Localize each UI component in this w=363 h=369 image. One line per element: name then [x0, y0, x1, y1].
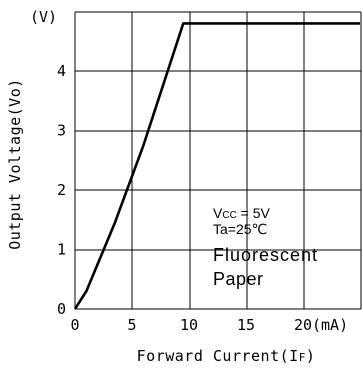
y-tick-label: 1: [57, 241, 66, 259]
ann-ta: Ta=25℃: [213, 221, 267, 237]
x-axis-title-main: Forward Current(I: [137, 347, 299, 365]
series-line: [73, 22, 360, 310]
x-axis-title-close: ): [306, 347, 316, 365]
x-tick-label: 10: [180, 316, 198, 334]
grid: [74, 11, 362, 310]
x-tick-labels: 0 5 10 15 20: [70, 316, 312, 334]
x-tick-label: 15: [237, 316, 255, 334]
ann-vcc: VCC = 5V: [213, 205, 271, 221]
y-tick-labels: 0 1 2 3 4: [57, 62, 66, 318]
y-tick-label: 3: [57, 122, 66, 140]
ann-fluorescent: Fluorescent: [213, 245, 318, 265]
y-tick-label: 4: [57, 62, 66, 80]
ann-vcc-rest: = 5V: [237, 205, 271, 221]
y-axis-title: Output Voltage(Vo): [6, 78, 24, 250]
y-tick-label: 2: [57, 181, 66, 199]
y-tick-label: 0: [57, 300, 66, 318]
x-axis-title: Forward Current(IF): [137, 347, 316, 365]
x-tick-label: 0: [70, 316, 79, 334]
ann-vcc-sub: CC: [222, 210, 236, 221]
x-unit: (mA): [312, 316, 348, 334]
x-axis-title-sub: F: [299, 351, 306, 364]
condition-annotation: VCC = 5V Ta=25℃ Fluorescent Paper: [213, 205, 318, 289]
ann-paper: Paper: [213, 269, 264, 289]
ann-vcc-sym: V: [213, 205, 223, 221]
y-unit: (V): [30, 8, 57, 26]
x-tick-label: 5: [127, 316, 136, 334]
x-tick-label: 20: [294, 316, 312, 334]
